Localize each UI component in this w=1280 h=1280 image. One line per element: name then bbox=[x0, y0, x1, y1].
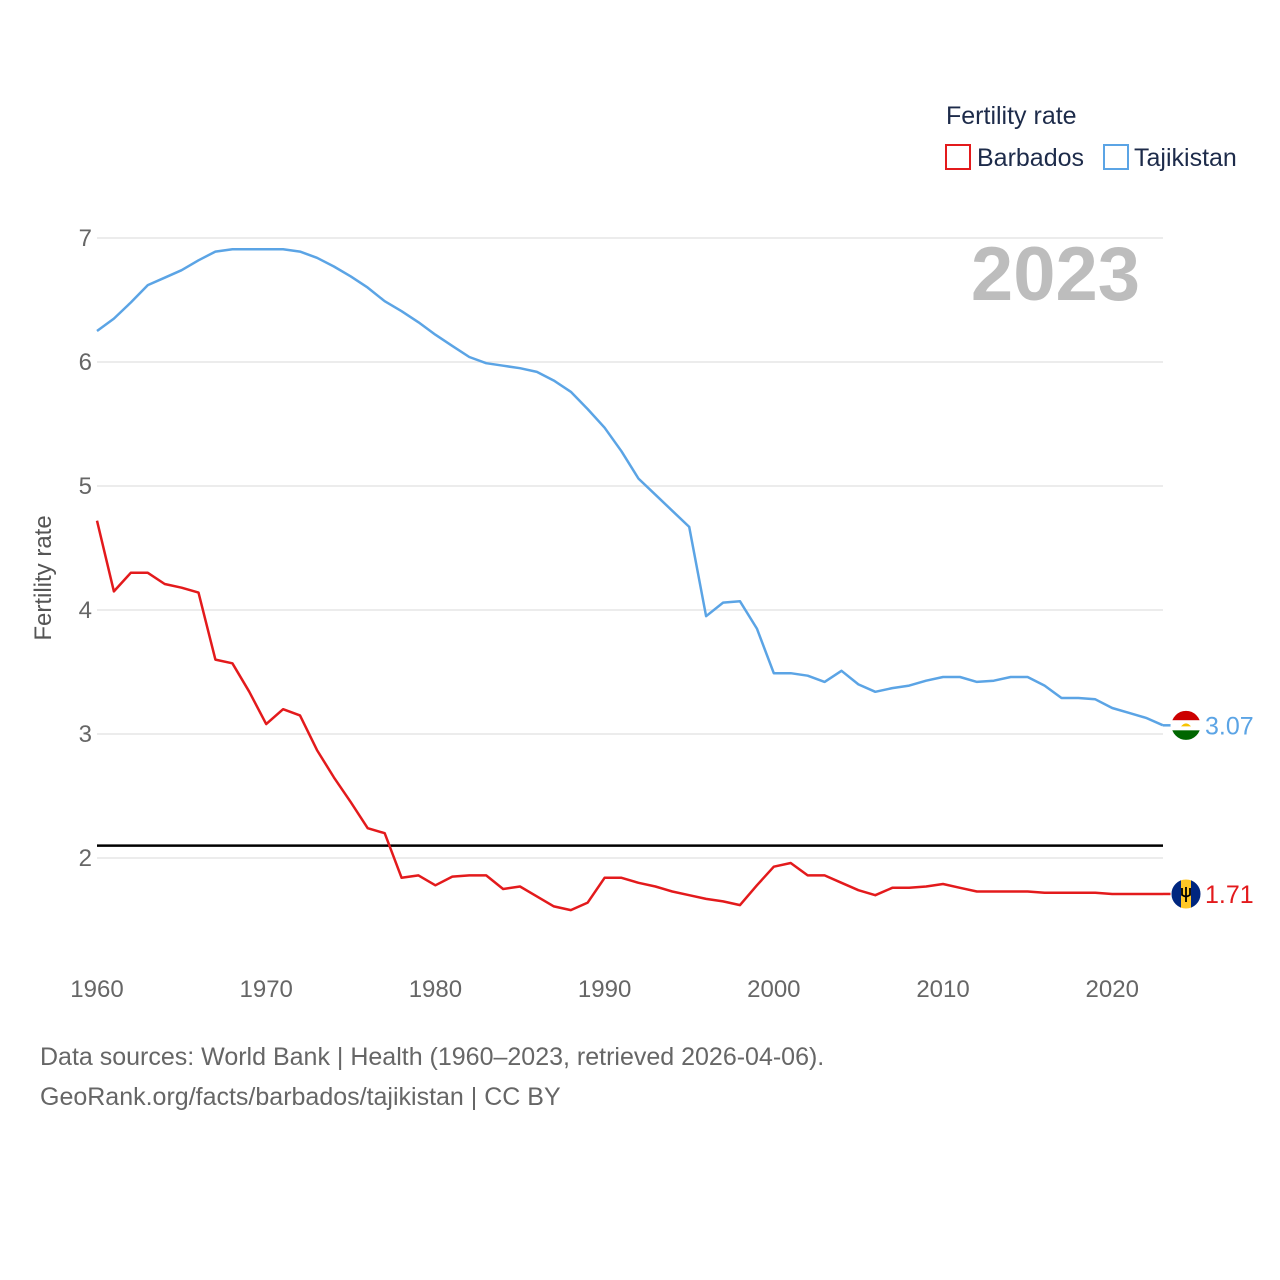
legend-item-barbados[interactable]: Barbados bbox=[945, 144, 1084, 172]
year-label: 2023 bbox=[971, 232, 1140, 317]
tajikistan-flag-icon bbox=[1170, 709, 1202, 741]
series-line-tajikistan[interactable] bbox=[96, 247, 1164, 727]
legend-item-tajikistan[interactable]: Tajikistan bbox=[1103, 144, 1237, 172]
end-markers: 1.71 3.07 bbox=[1163, 709, 1254, 910]
y-tick-label-6: 6 bbox=[79, 349, 92, 376]
x-tick-label-1960: 1960 bbox=[70, 976, 123, 1003]
end-value-label-barbados: 1.71 bbox=[1205, 881, 1254, 909]
y-axis-title: Fertility rate bbox=[30, 515, 57, 640]
x-tick-label-1990: 1990 bbox=[578, 976, 631, 1003]
y-tick-label-2: 2 bbox=[79, 845, 92, 872]
end-value-label-tajikistan: 3.07 bbox=[1205, 712, 1254, 740]
x-tick-label-1970: 1970 bbox=[240, 976, 293, 1003]
legend-label-barbados: Barbados bbox=[977, 144, 1084, 172]
y-tick-label-4: 4 bbox=[79, 597, 92, 624]
x-tick-label-2000: 2000 bbox=[747, 976, 800, 1003]
y-tick-label-3: 3 bbox=[79, 721, 92, 748]
legend: Fertility rate Barbados Tajikistan bbox=[945, 102, 1237, 172]
x-tick-label-2010: 2010 bbox=[916, 976, 969, 1003]
legend-title: Fertility rate bbox=[946, 102, 1077, 130]
legend-label-tajikistan: Tajikistan bbox=[1134, 144, 1237, 172]
y-tick-label-7: 7 bbox=[79, 225, 92, 252]
attribution-link[interactable]: GeoRank.org/facts/barbados/tajikistan | … bbox=[40, 1083, 561, 1111]
x-tick-label-1980: 1980 bbox=[409, 976, 462, 1003]
grid-lines bbox=[97, 237, 1163, 859]
x-axis-tick-labels: 1960 1970 1980 1990 2000 2010 2020 bbox=[70, 976, 1139, 1003]
barbados-flag-icon bbox=[1170, 878, 1202, 910]
data-source-note: Data sources: World Bank | Health (1960–… bbox=[40, 1043, 825, 1071]
legend-swatch-tajikistan bbox=[1103, 144, 1129, 170]
series-lines bbox=[95, 247, 1164, 912]
x-tick-label-2020: 2020 bbox=[1086, 976, 1139, 1003]
y-axis-tick-labels: 2 3 4 5 6 7 bbox=[79, 225, 92, 872]
y-tick-label-5: 5 bbox=[79, 473, 92, 500]
series-line-barbados[interactable] bbox=[95, 520, 1163, 912]
legend-swatch-barbados bbox=[945, 144, 971, 170]
